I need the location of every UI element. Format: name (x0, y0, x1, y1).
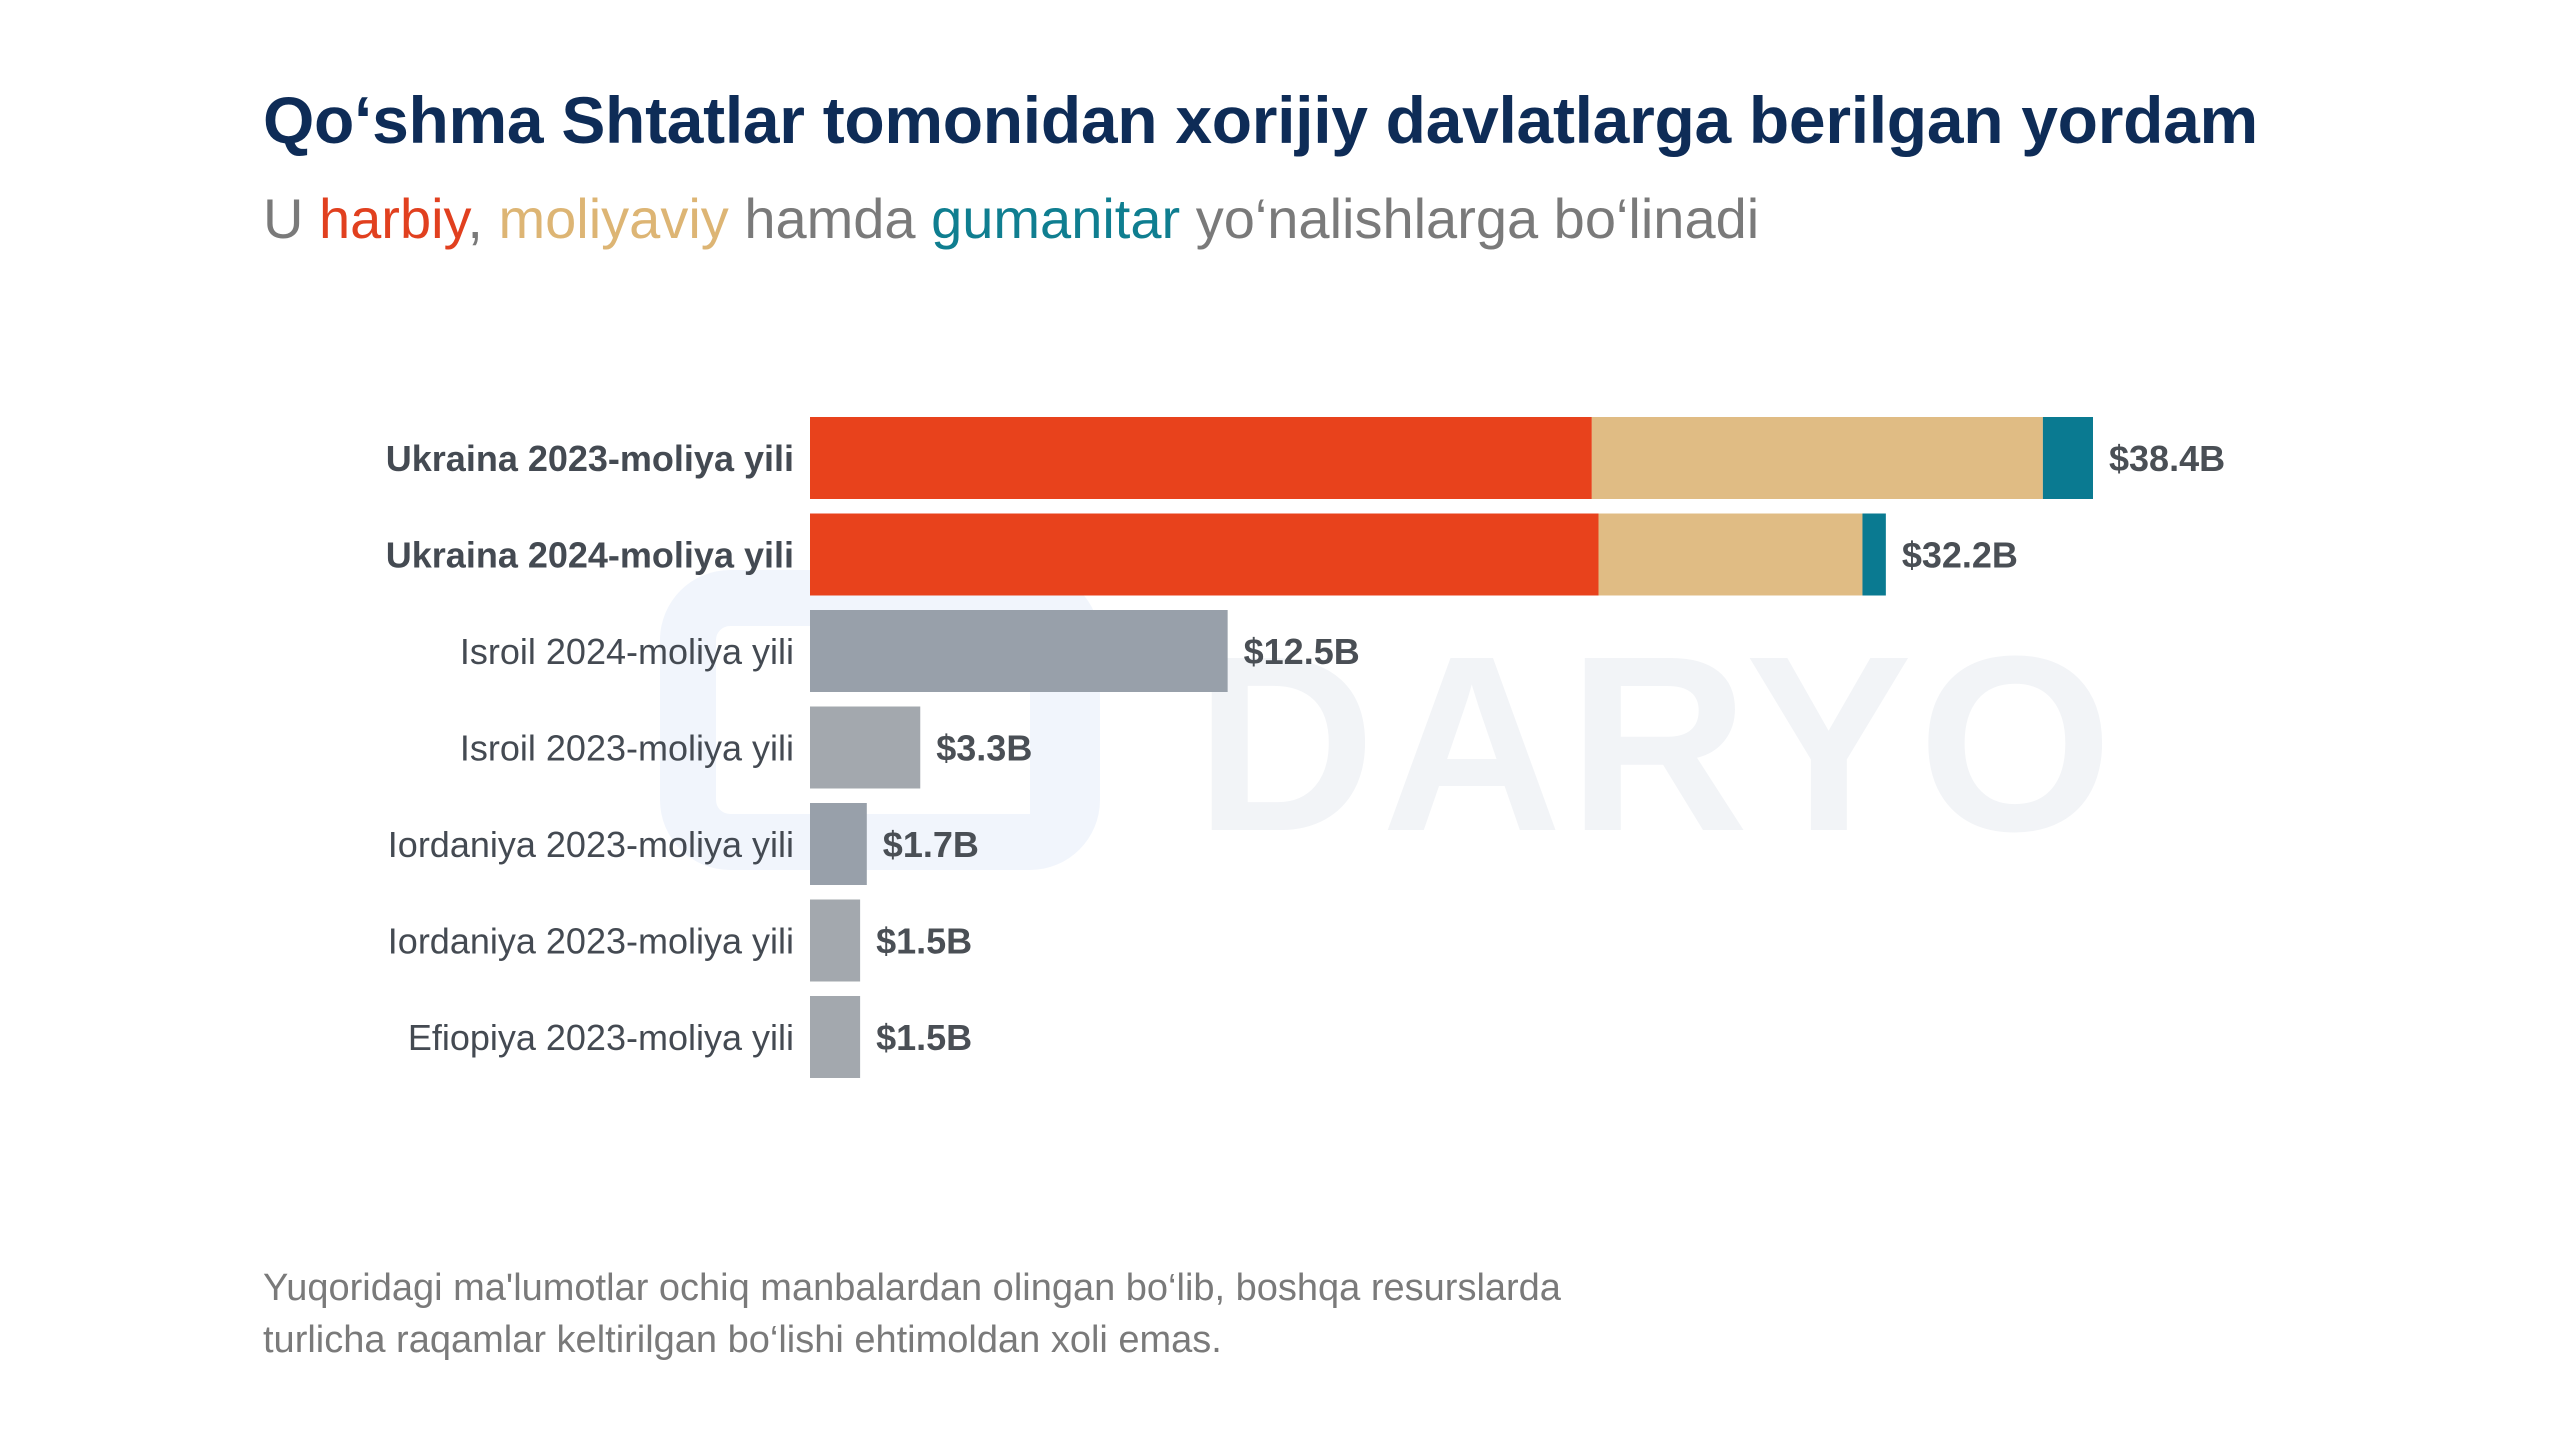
subtitle-part: hamda (728, 187, 932, 250)
bar-row: Ukraina 2024-moliya yili $32.2B (386, 513, 2018, 596)
bar-segment-humanitarian (1862, 513, 1886, 596)
bar-segment-financial (1598, 513, 1863, 596)
bar-row: Efiopiya 2023-moliya yili $1.5B (408, 996, 972, 1078)
category-label: Ukraina 2023-moliya yili (386, 438, 794, 479)
bar-segment-military (810, 513, 1599, 596)
bar-row: Iordaniya 2023-moliya yili $1.5B (388, 899, 972, 982)
bar-segment-other (810, 899, 861, 982)
bar-row: Isroil 2024-moliya yili $12.5B (460, 610, 1360, 692)
footnote-line: turlicha raqamlar keltirilgan bo‘lishi e… (263, 1319, 1222, 1361)
bar-segment-financial (1591, 417, 2043, 499)
value-label: $38.4B (2109, 438, 2225, 479)
bar-segment-humanitarian (2042, 417, 2093, 499)
bar-segment-other (810, 996, 861, 1078)
category-label: Isroil 2023-moliya yili (460, 728, 794, 769)
value-label: $1.7B (883, 824, 979, 865)
value-label: $3.3B (936, 728, 1032, 769)
subtitle-part: U (263, 187, 319, 250)
footnote-line: Yuqoridagi ma'lumotlar ochiq manbalardan… (263, 1267, 1561, 1309)
category-label: Isroil 2024-moliya yili (460, 631, 794, 672)
bar-segment-military (810, 417, 1592, 499)
bar-segment-israel (810, 610, 1228, 692)
category-label: Ukraina 2024-moliya yili (386, 535, 794, 576)
bar-row: Iordaniya 2023-moliya yili $1.7B (388, 803, 979, 885)
category-label: Iordaniya 2023-moliya yili (388, 824, 794, 865)
subtitle-part: yo‘nalishlarga bo‘linadi (1180, 187, 1760, 250)
chart-subtitle: U harbiy, moliyaviy hamda gumanitar yo‘n… (263, 186, 1759, 251)
bar-segment-other (810, 706, 921, 789)
value-label: $12.5B (1244, 631, 1360, 672)
bar-row: Isroil 2023-moliya yili $3.3B (460, 706, 1032, 789)
subtitle-humanitarian: gumanitar (931, 187, 1181, 250)
subtitle-military: harbiy (319, 187, 468, 250)
value-label: $32.2B (1902, 535, 2018, 576)
category-label: Iordaniya 2023-moliya yili (388, 921, 794, 962)
footnote: Yuqoridagi ma'lumotlar ochiq manbalardan… (263, 1262, 1863, 1366)
bar-row: Ukraina 2023-moliya yili $38.4B (386, 417, 2225, 499)
category-label: Efiopiya 2023-moliya yili (408, 1017, 794, 1058)
subtitle-financial: moliyaviy (498, 187, 729, 250)
subtitle-part: , (467, 187, 499, 250)
value-label: $1.5B (876, 1017, 972, 1058)
bar-segment-israel (810, 803, 867, 885)
chart-title: Qo‘shma Shtatlar tomonidan xorijiy davla… (263, 83, 2258, 157)
value-label: $1.5B (876, 921, 972, 962)
